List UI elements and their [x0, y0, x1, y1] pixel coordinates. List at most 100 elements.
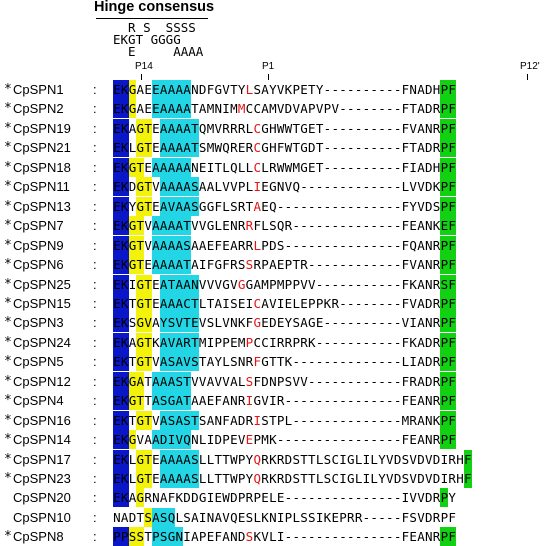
residue: -: [393, 490, 402, 506]
residue: D: [393, 451, 402, 467]
residue: T: [144, 118, 152, 138]
residue: G: [136, 469, 145, 488]
residue: T: [144, 177, 152, 197]
residue: A: [159, 216, 168, 236]
residue: -: [331, 276, 339, 292]
residue: F: [463, 449, 472, 469]
residue: W: [284, 120, 293, 136]
residue: F: [401, 334, 410, 350]
residue: G: [128, 157, 137, 177]
residue: V: [417, 179, 425, 195]
residue: K: [284, 82, 293, 97]
residue: -: [339, 490, 347, 506]
residue: -: [378, 315, 386, 331]
residue: T: [128, 412, 137, 428]
sequence-residues: EKTGTVASASTSANFADRISTPL--------------MRA…: [113, 410, 457, 430]
residue: -: [370, 257, 378, 273]
residue: S: [401, 471, 410, 486]
residue: -: [378, 101, 386, 117]
consensus-line-2: EKGT GGGG: [113, 32, 181, 47]
residue: W: [284, 140, 293, 156]
significance-star: *: [4, 529, 12, 545]
residue: T: [144, 352, 152, 372]
residue: E: [113, 216, 121, 236]
residue: -: [300, 432, 308, 448]
residue: G: [261, 120, 269, 136]
residue: S: [276, 237, 285, 253]
residue: L: [245, 159, 254, 175]
residue: -: [393, 354, 402, 370]
residue: C: [261, 334, 269, 350]
residue: G: [222, 276, 230, 292]
residue: A: [167, 293, 176, 313]
residue: -: [386, 120, 394, 136]
residue: A: [183, 274, 191, 294]
residue: P: [440, 177, 449, 197]
residue: A: [253, 198, 261, 214]
residue: A: [300, 101, 308, 117]
residue: S: [206, 315, 215, 331]
residue: C: [253, 159, 261, 175]
residue: -: [370, 237, 378, 253]
residue: -: [370, 120, 378, 136]
residue: -: [393, 276, 402, 292]
sequence-name: CpSPN25: [13, 276, 71, 292]
name-separator: :: [93, 432, 97, 448]
residue: V: [409, 490, 417, 506]
sequence-name: CpSPN9: [13, 237, 64, 253]
residue: R: [432, 393, 441, 409]
residue: V: [198, 218, 207, 234]
residue: A: [159, 80, 168, 99]
residue: D: [425, 159, 433, 175]
residue: D: [261, 373, 269, 389]
residue: -: [323, 354, 332, 370]
residue: A: [175, 196, 184, 216]
residue: -: [362, 276, 371, 292]
residue: -: [331, 218, 339, 234]
residue: A: [159, 99, 168, 119]
residue: P: [269, 276, 277, 292]
residue: R: [230, 257, 238, 273]
residue: N: [409, 82, 417, 97]
residue: -: [315, 412, 324, 428]
residue: G: [308, 315, 316, 331]
residue: D: [198, 82, 207, 97]
residue: I: [276, 295, 285, 311]
residue: V: [183, 352, 191, 372]
residue: G: [261, 354, 269, 370]
name-separator: :: [93, 237, 97, 253]
sequence-name: CpSPN3: [13, 315, 64, 331]
residue: -: [347, 159, 355, 175]
residue: -: [323, 179, 332, 195]
residue: -: [308, 393, 316, 409]
residue: A: [183, 118, 191, 138]
residue: -: [378, 120, 386, 136]
residue: F: [448, 332, 457, 352]
residue: F: [167, 490, 176, 506]
residue: S: [409, 509, 417, 525]
residue: -: [378, 393, 386, 409]
residue: L: [354, 451, 363, 467]
residue: M: [206, 101, 215, 117]
residue: F: [253, 218, 261, 234]
sequence-name: CpSPN12: [13, 373, 71, 389]
residue: L: [401, 179, 410, 195]
residue: G: [136, 449, 145, 469]
residue: F: [448, 138, 457, 158]
residue: L: [253, 237, 261, 253]
residue: -: [347, 237, 355, 253]
residue: S: [440, 274, 449, 294]
residue: -: [362, 101, 371, 117]
residue: -: [378, 276, 386, 292]
residue: Y: [409, 198, 417, 214]
residue: -: [331, 237, 339, 253]
residue: K: [120, 99, 129, 119]
residue: C: [253, 120, 261, 136]
residue: S: [323, 471, 332, 486]
residue: F: [463, 469, 472, 488]
residue: K: [120, 449, 129, 469]
sequence-residues: EKGAEEAAAANDFGVTYLSAYVKPETY----------FNA…: [113, 80, 457, 99]
residue: A: [159, 235, 168, 255]
residue: -: [292, 198, 300, 214]
residue: D: [183, 490, 191, 506]
